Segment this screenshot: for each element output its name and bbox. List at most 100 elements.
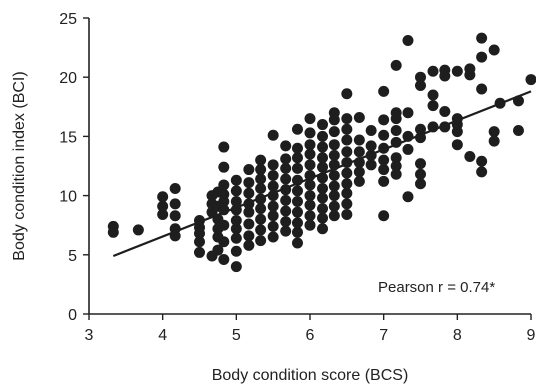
points-layer — [107, 32, 536, 273]
data-point — [317, 141, 329, 153]
data-point — [280, 205, 292, 217]
data-point — [317, 223, 329, 235]
data-point — [157, 200, 169, 212]
data-point — [427, 89, 439, 101]
data-point — [243, 187, 255, 199]
data-point — [243, 230, 255, 242]
x-tick-label: 7 — [379, 327, 388, 344]
data-point — [317, 203, 329, 215]
x-tick-label: 5 — [232, 327, 241, 344]
y-tick-label: 15 — [59, 129, 77, 146]
data-point — [317, 130, 329, 142]
data-point — [194, 227, 205, 239]
data-point — [390, 168, 402, 180]
data-point — [476, 155, 488, 167]
data-point — [255, 203, 267, 215]
data-point — [230, 214, 242, 226]
data-point — [353, 175, 365, 187]
data-point — [378, 85, 390, 97]
x-tick-label: 8 — [453, 327, 462, 344]
data-point — [243, 218, 255, 230]
data-point — [512, 124, 524, 136]
data-point — [267, 129, 279, 141]
data-point — [243, 164, 255, 176]
data-point — [415, 79, 426, 91]
data-point — [304, 199, 316, 211]
data-point — [304, 219, 316, 231]
data-point — [107, 226, 119, 238]
data-point — [317, 161, 329, 173]
data-point — [353, 146, 365, 158]
data-point — [291, 162, 303, 174]
data-point — [230, 223, 242, 235]
data-point — [267, 159, 279, 171]
data-point — [415, 123, 426, 135]
data-point — [169, 182, 181, 194]
data-point — [353, 111, 365, 123]
data-point — [304, 148, 316, 160]
data-point — [212, 244, 224, 256]
data-point — [304, 179, 316, 191]
data-point — [427, 65, 439, 77]
data-point — [291, 152, 303, 164]
data-point — [291, 185, 303, 197]
data-point — [378, 175, 390, 187]
data-point — [365, 124, 377, 136]
x-tick-label: 9 — [527, 327, 536, 344]
data-point — [291, 237, 303, 249]
data-point — [218, 254, 230, 266]
data-point — [365, 159, 377, 171]
data-point — [230, 196, 242, 208]
data-point — [353, 134, 365, 146]
data-point — [291, 123, 303, 135]
data-point — [341, 88, 353, 100]
data-point — [488, 135, 500, 147]
ticks-layer: 3 4 5 6 7 8 9 0 5 10 15 20 25 — [59, 11, 535, 344]
data-point — [341, 134, 353, 146]
data-point — [255, 164, 267, 176]
data-point — [341, 187, 353, 199]
data-point — [341, 209, 353, 221]
data-point — [280, 194, 292, 206]
data-point — [230, 245, 242, 257]
data-point — [328, 200, 340, 212]
data-point — [132, 224, 144, 236]
data-point — [378, 154, 390, 166]
data-point — [341, 113, 353, 125]
data-point — [243, 177, 255, 189]
data-point — [255, 213, 267, 225]
data-point — [378, 210, 390, 222]
data-point — [218, 179, 230, 191]
data-point — [464, 69, 476, 81]
data-point — [291, 226, 303, 238]
data-point — [415, 168, 426, 180]
data-point — [402, 107, 414, 119]
data-point — [280, 225, 292, 237]
data-point — [218, 196, 230, 208]
data-point — [267, 210, 279, 222]
data-point — [317, 212, 329, 224]
data-point — [402, 34, 414, 46]
data-point — [341, 198, 353, 210]
y-tick-label: 5 — [68, 248, 77, 265]
data-point — [402, 191, 414, 203]
data-point — [157, 209, 169, 221]
data-point — [291, 196, 303, 208]
data-point — [243, 239, 255, 251]
data-point — [255, 235, 267, 247]
data-point — [341, 178, 353, 190]
data-point — [317, 152, 329, 164]
data-point — [194, 236, 205, 248]
data-point — [439, 106, 451, 118]
data-point — [365, 140, 377, 152]
data-point — [255, 224, 267, 236]
data-point — [464, 151, 476, 163]
x-tick-label: 6 — [306, 327, 315, 344]
data-point — [488, 126, 500, 138]
data-point — [427, 100, 439, 112]
data-point — [451, 126, 463, 138]
data-point — [341, 146, 353, 158]
data-point — [230, 261, 242, 273]
data-point — [317, 119, 329, 131]
y-tick-label: 25 — [59, 11, 77, 28]
